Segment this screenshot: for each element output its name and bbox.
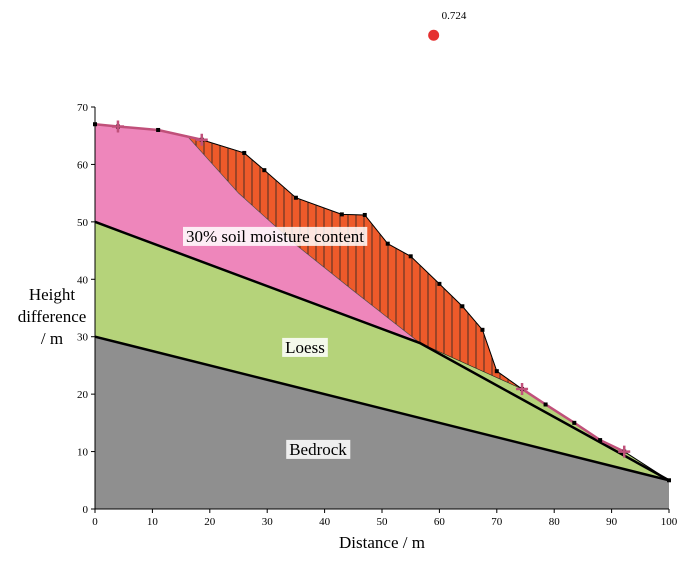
x-tick-label: 40 [319,516,331,528]
x-axis-label: Distance / m [339,533,425,552]
y-tick-label: 30 [77,332,89,344]
point-label: 0.724 [442,10,467,22]
surface-vertex [667,478,671,483]
slip-marker [618,445,631,458]
point [428,29,440,41]
x-tick-label: 90 [606,516,618,528]
zone-label: Loess [285,338,325,357]
surface-vertex [437,281,442,286]
x-tick-label: 70 [491,516,503,528]
surface-vertex [480,327,485,332]
y-tick-label: 10 [77,447,89,459]
label-background [282,337,328,357]
surface-vertex [385,241,390,246]
loess-boundary [94,220,670,482]
label-background [182,226,368,246]
y-tick-label: 60 [77,159,89,171]
slip-marker [516,382,529,395]
x-tick-label: 100 [661,516,678,528]
y-tick-label: 20 [77,389,89,401]
surface-vertex [242,150,247,155]
y-tick-label: 70 [77,102,89,114]
y-tick-label: 0 [83,504,89,516]
x-tick-label: 10 [147,516,159,528]
surface-vertex [262,168,267,173]
surface-vertex [156,127,161,132]
y-tick-label: 40 [77,274,89,286]
x-tick-label: 0 [92,516,98,528]
y-tick-label: 50 [77,217,89,229]
bedrock-zone [95,336,669,509]
zone-label: Bedrock [289,440,347,459]
surface-vertex [572,420,577,425]
bedrock-boundary [94,335,670,482]
surface-vertex [339,212,344,217]
slip-marker [195,133,208,146]
surface-vertex [362,212,367,217]
x-tick-label: 60 [434,516,446,528]
surface-vertex [543,402,548,407]
slip-marker [111,120,124,133]
slip-line [94,122,203,141]
x-tick-label: 80 [549,516,561,528]
surface-vertex [408,254,413,259]
x-tick-label: 50 [377,516,389,528]
label-background [286,439,351,459]
surface-vertex [460,304,465,309]
y-axis-label: Height [29,285,76,304]
y-axis-label: difference [18,307,87,326]
y-axis-label: / m [41,329,63,348]
zone-label: 30% soil moisture content [186,227,364,246]
surface-vertex [494,369,499,374]
x-tick-label: 20 [204,516,216,528]
surface-vertex [598,438,603,443]
x-tick-label: 30 [262,516,274,528]
surface-vertex [293,195,298,200]
